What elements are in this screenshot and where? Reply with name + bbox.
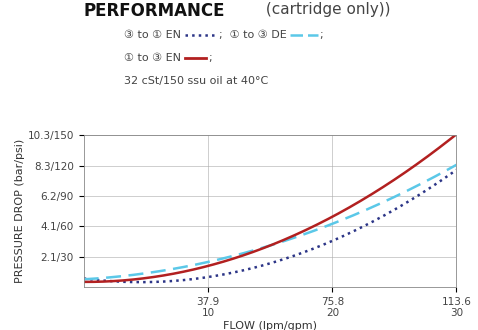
Text: ;: ; (319, 30, 323, 40)
Text: ③ to ① EN: ③ to ① EN (124, 30, 185, 40)
Text: ① to ③ EN: ① to ③ EN (124, 53, 185, 63)
Text: ;: ; (208, 53, 212, 63)
Text: 32 cSt/150 ssu oil at 40°C: 32 cSt/150 ssu oil at 40°C (124, 76, 269, 86)
Text: PERFORMANCE: PERFORMANCE (84, 2, 225, 20)
X-axis label: FLOW (lpm/gpm): FLOW (lpm/gpm) (223, 321, 317, 330)
Text: ;  ① to ③ DE: ; ① to ③ DE (219, 30, 290, 40)
Y-axis label: PRESSURE DROP (bar/psi): PRESSURE DROP (bar/psi) (15, 139, 25, 283)
Text: (cartridge only)): (cartridge only)) (261, 2, 390, 16)
